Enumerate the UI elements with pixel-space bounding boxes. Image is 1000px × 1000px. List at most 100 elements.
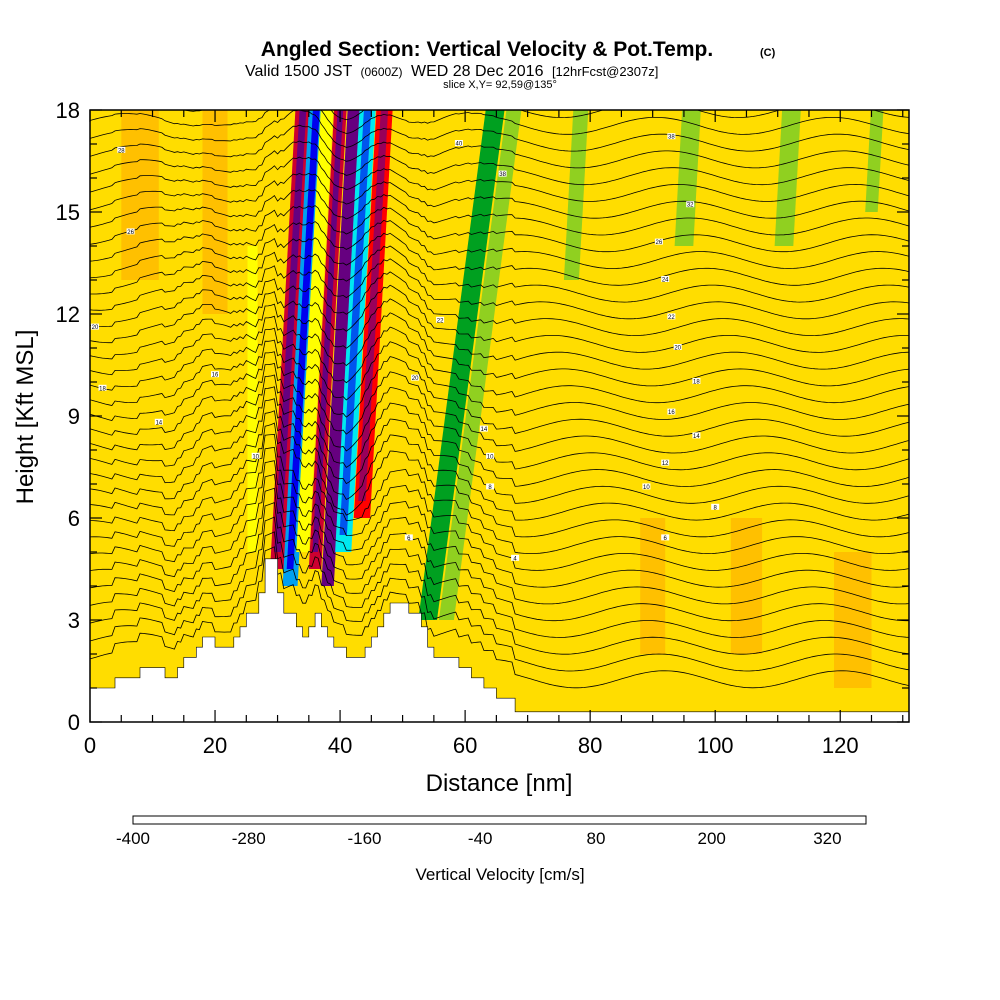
isentrope-label-bg	[126, 228, 135, 235]
colorbar-tick-label: -400	[116, 829, 150, 848]
x-tick-label: 20	[203, 733, 227, 758]
isentrope-label-2: 20	[91, 323, 99, 331]
chart-subtitle: Valid 1500 JST (0600Z) WED 28 Dec 2016 […	[245, 63, 658, 80]
isentrope-line-26	[90, 205, 909, 253]
isentrope-label-text: 32	[687, 203, 694, 209]
isentrope-label-text: 4	[513, 556, 517, 562]
isentrope-label-text: 18	[99, 386, 106, 392]
subtitle-forecast: [12hrFcst@2307z]	[552, 64, 658, 79]
x-tick-label: 80	[578, 733, 602, 758]
isentrope-line-18	[90, 312, 909, 387]
colorbar-tick-label: 320	[813, 829, 841, 848]
y-tick-label: 15	[56, 200, 80, 225]
velocity-core-4	[324, 110, 357, 569]
isentrope-label-13: 8	[486, 483, 495, 491]
isentrope-line-28	[90, 172, 909, 219]
isentrope-line-10	[90, 410, 909, 521]
subtitle-valid: Valid 1500 JST	[245, 63, 353, 80]
isentrope-line-11	[90, 398, 909, 504]
isentrope-line-23	[90, 245, 909, 303]
isentrope-label-bg	[404, 534, 413, 541]
isentrope-label-text: 14	[693, 434, 700, 440]
chart-title-mark: (C)	[760, 47, 776, 59]
isentrope-label-bg	[673, 344, 682, 350]
y-tick-label: 18	[56, 98, 80, 123]
isentrope-label-text: 18	[693, 380, 700, 386]
isentrope-line-5	[90, 473, 909, 605]
isentrope-label-14: 6	[404, 534, 413, 542]
isentrope-label-8: 38	[498, 170, 507, 178]
isentrope-label-bg	[479, 425, 488, 432]
isentrope-line-19	[90, 298, 909, 370]
isentrope-label-25: 12	[661, 459, 670, 467]
isentrope-label-bg	[98, 384, 107, 391]
isentrope-label-text: 28	[118, 148, 125, 154]
isentrope-label-text: 8	[714, 505, 718, 511]
isentrope-line-7	[90, 446, 909, 571]
isentrope-label-text: 24	[662, 278, 669, 284]
x-tick-label: 100	[697, 733, 734, 758]
isentrope-label-9: 22	[436, 316, 445, 324]
isentrope-line-15	[90, 351, 909, 437]
isentrope-label-bg	[711, 503, 720, 510]
isentrope-label-text: 10	[252, 454, 259, 460]
isentrope-line-13	[90, 374, 909, 471]
isentrope-label-text: 38	[668, 135, 675, 141]
isentrope-label-text: 14	[155, 420, 162, 426]
y-axis: 0 3 6 9 12 15 18	[56, 98, 909, 735]
colorbar-label: Vertical Velocity [cm/s]	[415, 865, 584, 884]
terrain	[90, 558, 909, 722]
y-tick-label: 3	[68, 608, 80, 633]
isentrope-line-22	[90, 258, 909, 320]
plot-area: 28 26 20 18 14 16 10 40 38 22 20 14 10 8 6 4 38 32 26 24 22 2…	[90, 110, 909, 722]
velocity-band-10	[563, 110, 589, 280]
isentrope-label-bg	[667, 133, 676, 140]
subtitle-date: WED 28 Dec 2016	[411, 63, 544, 80]
isentrope-label-bg	[661, 534, 670, 541]
velocity-band-16	[640, 518, 666, 654]
isentrope-line-30	[90, 140, 909, 186]
isentrope-line-24	[90, 232, 909, 286]
isentrope-line-9	[90, 422, 909, 538]
velocity-band-9	[247, 246, 258, 552]
colorbar-tick-label: -40	[468, 829, 493, 848]
isentrope-label-bg	[486, 452, 495, 459]
isentrope-label-bg	[692, 432, 701, 439]
isentrope-label-bg	[251, 452, 260, 459]
isentrope-label-bg	[661, 276, 670, 282]
isentrope-label-bg	[454, 140, 463, 146]
isentrope-label-bg	[411, 374, 420, 381]
isentrope-label-16: 38	[667, 133, 676, 141]
isentrope-label-15: 4	[511, 554, 520, 562]
isentrope-label-28: 6	[661, 534, 670, 542]
isentrope-labels: 28 26 20 18 14 16 10 40 38 22 20 14 10 8 6 4 38 32 26 24 22 2…	[91, 133, 720, 562]
isentrope-label-23: 16	[667, 408, 676, 416]
velocity-band-11	[674, 110, 701, 246]
isentrope-label-bg	[511, 554, 520, 561]
isentrope-line-27	[90, 189, 909, 236]
isentrope-label-text: 12	[662, 461, 669, 467]
isentrope-line-32	[90, 110, 909, 152]
isentrope-label-text: 22	[668, 315, 675, 321]
isentrope-label-26: 10	[642, 483, 651, 491]
x-axis: 0 20 40 60 80 100 120	[84, 110, 904, 758]
colorbar-tick-label: -280	[232, 829, 266, 848]
isentrope-label-text: 8	[488, 485, 492, 491]
isentrope-line-6	[90, 460, 909, 588]
velocity-core-0	[274, 110, 307, 552]
isentrope-label-3: 18	[98, 384, 107, 392]
isentrope-label-bg	[692, 378, 701, 384]
isentrope-label-text: 26	[127, 230, 134, 236]
isentrope-label-text: 22	[437, 318, 444, 324]
velocity-band-14	[121, 110, 159, 280]
velocity-core-6	[358, 110, 389, 501]
velocity-core-3	[312, 110, 344, 552]
isentrope-label-19: 24	[661, 276, 670, 284]
isentrope-label-text: 26	[656, 240, 663, 246]
isentrope-label-text: 10	[643, 485, 650, 491]
colorbar-tick-label: 80	[586, 829, 605, 848]
isentrope-label-bg	[642, 483, 651, 490]
isentrope-label-20: 22	[667, 313, 676, 321]
subtitle-utc: (0600Z)	[360, 65, 402, 79]
